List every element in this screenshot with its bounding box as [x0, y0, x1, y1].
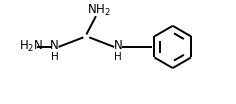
Text: N: N	[114, 40, 122, 53]
Text: NH$_2$: NH$_2$	[87, 3, 111, 18]
Text: H: H	[114, 53, 122, 63]
Text: N: N	[50, 40, 59, 53]
Text: H: H	[51, 53, 59, 63]
Text: H$_2$N: H$_2$N	[19, 38, 43, 54]
